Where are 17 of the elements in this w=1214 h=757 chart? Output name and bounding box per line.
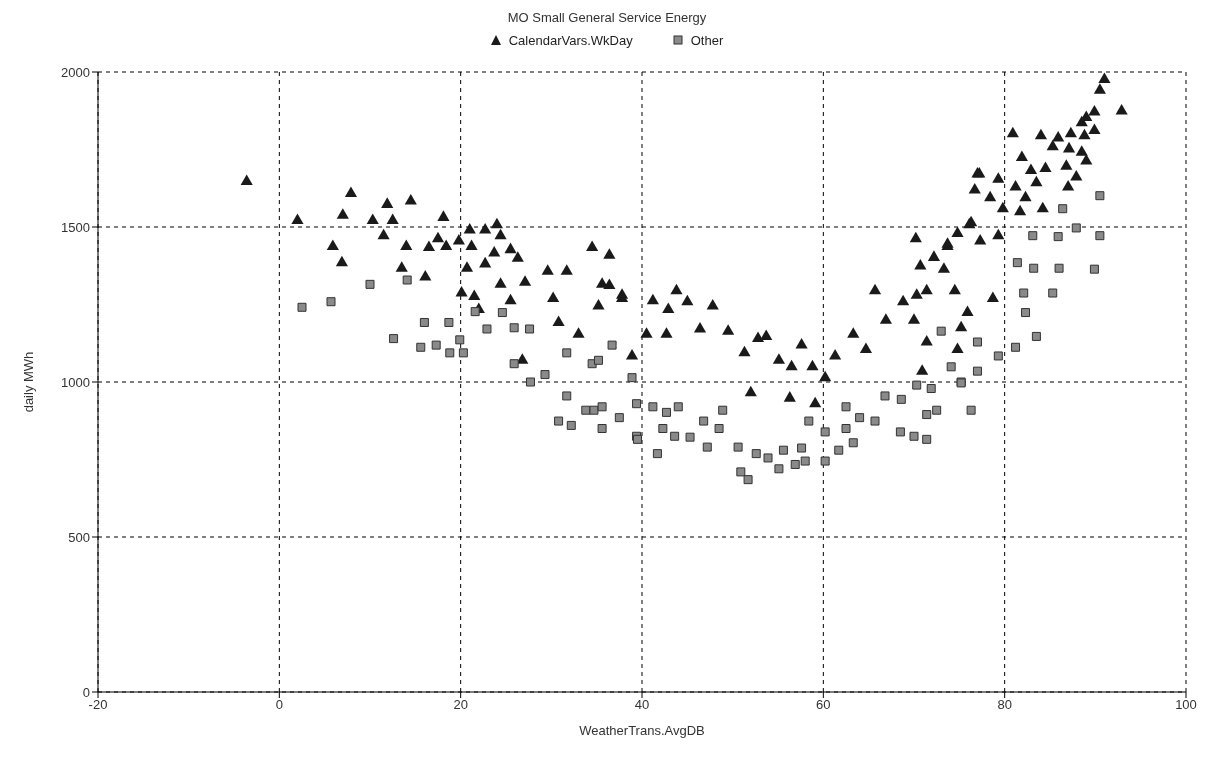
legend-label: CalendarVars.WkDay: [508, 32, 633, 48]
x-tick-label: 100: [1175, 697, 1197, 713]
x-tick-label: 0: [275, 697, 283, 713]
y-axis-title: daily MWh: [20, 351, 36, 413]
chart-title: MO Small General Service Energy: [506, 9, 708, 27]
x-tick-label: 20: [453, 697, 468, 713]
legend-label: Other: [690, 32, 724, 48]
x-axis-title: WeatherTrans.AvgDB: [579, 723, 705, 738]
y-tick-label: 500: [68, 529, 90, 545]
x-tick-label: 80: [997, 697, 1012, 713]
x-tick-label: 60: [816, 697, 831, 713]
y-tick-label: 1000: [61, 374, 90, 390]
y-tick-label: 2000: [61, 64, 90, 80]
x-tick-label: 40: [634, 697, 650, 713]
x-tick-label: -20: [88, 697, 108, 713]
y-tick-label: 1500: [61, 219, 90, 235]
y-tick-label: 0: [82, 684, 90, 700]
